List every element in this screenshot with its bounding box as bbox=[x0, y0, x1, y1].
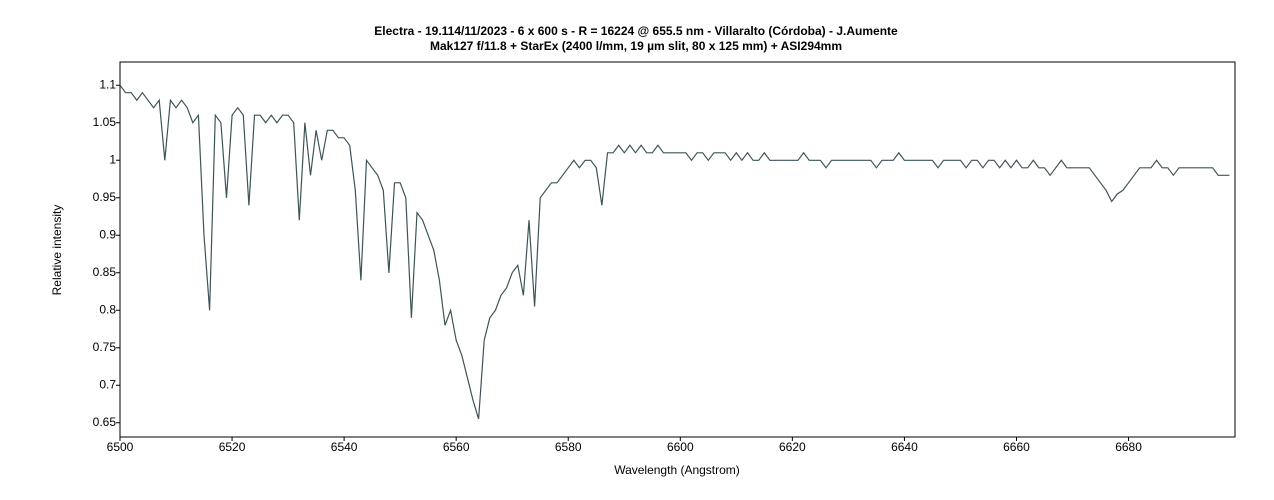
x-tick-label: 6660 bbox=[1003, 440, 1030, 454]
spectrum-line bbox=[119, 84, 1230, 420]
y-tick-label: 0.85 bbox=[93, 265, 117, 279]
y-tick-label: 0.75 bbox=[93, 340, 117, 354]
x-tick-label: 6520 bbox=[219, 440, 246, 454]
x-tick-label: 6680 bbox=[1115, 440, 1142, 454]
x-tick-label: 6600 bbox=[667, 440, 694, 454]
x-tick-label: 6580 bbox=[555, 440, 582, 454]
y-tick-label: 1 bbox=[109, 152, 116, 166]
plot-frame bbox=[119, 61, 1236, 438]
y-tick-label: 0.65 bbox=[93, 415, 117, 429]
y-axis-label: Relative intensity bbox=[50, 205, 64, 296]
x-axis-label: Wavelength (Angstrom) bbox=[614, 463, 740, 477]
y-tick-label: 0.95 bbox=[93, 190, 117, 204]
y-tick-label: 0.7 bbox=[99, 377, 116, 391]
y-tick-label: 0.9 bbox=[99, 227, 116, 241]
x-tick-label: 6540 bbox=[331, 440, 358, 454]
chart-subtitle: Mak127 f/11.8 + StarEx (2400 l/mm, 19 µm… bbox=[430, 39, 842, 53]
y-tick-label: 1.05 bbox=[93, 115, 117, 129]
chart-title: Electra - 19.114/11/2023 - 6 x 600 s - R… bbox=[374, 24, 898, 38]
x-tick-label: 6640 bbox=[891, 440, 918, 454]
x-tick-label: 6560 bbox=[443, 440, 470, 454]
x-tick-label: 6500 bbox=[107, 440, 134, 454]
y-tick-label: 0.8 bbox=[99, 302, 116, 316]
y-tick-label: 1.1 bbox=[99, 77, 116, 91]
x-tick-label: 6620 bbox=[779, 440, 806, 454]
